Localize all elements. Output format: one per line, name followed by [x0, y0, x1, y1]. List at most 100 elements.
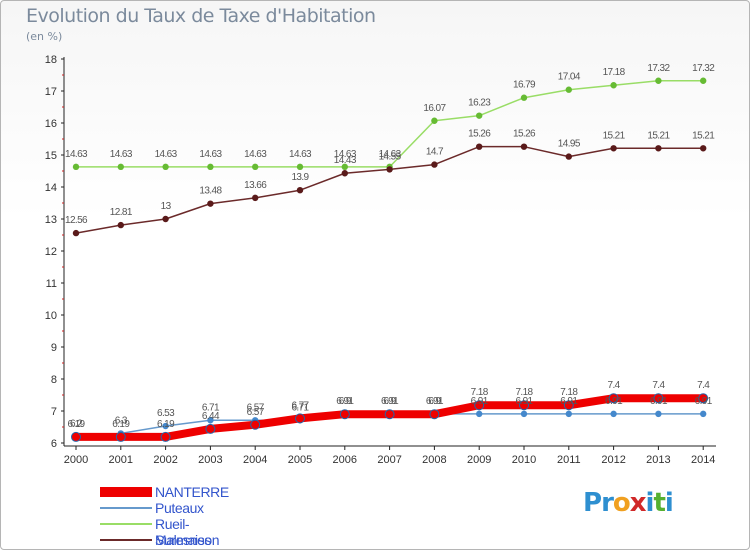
data-label-nanterre: 6.19 — [157, 419, 175, 430]
x-tick-label: 2003 — [198, 454, 222, 466]
data-point-rueil-malmaison — [520, 94, 528, 101]
data-label-suresnes: 14.7 — [426, 147, 444, 158]
data-label-nanterre: 6.77 — [291, 400, 309, 411]
data-label-puteaux: 6.91 — [605, 396, 623, 407]
data-label-rueil-malmaison: 16.07 — [423, 103, 446, 114]
data-point-nanterre — [160, 431, 171, 442]
data-label-suresnes: 15.21 — [603, 130, 626, 141]
data-label-suresnes: 15.26 — [513, 129, 536, 140]
legend-swatch — [100, 523, 152, 525]
data-point-rueil-malmaison — [655, 77, 662, 84]
data-point-puteaux — [207, 417, 214, 424]
data-label-rueil-malmaison: 14.63 — [244, 149, 267, 160]
data-point-rueil-malmaison — [72, 163, 80, 171]
data-label-suresnes: 12.81 — [110, 207, 133, 218]
data-point-nanterre — [339, 409, 350, 420]
legend-swatch — [100, 487, 152, 497]
data-point-suresnes — [296, 187, 304, 194]
data-point-rueil-malmaison — [476, 112, 483, 119]
y-tick-label: 7 — [51, 406, 57, 418]
x-tick-label: 2006 — [333, 454, 357, 466]
data-point-puteaux — [565, 410, 572, 418]
data-point-nanterre — [71, 431, 81, 442]
data-point-nanterre — [653, 393, 664, 404]
data-point-nanterre — [115, 431, 126, 442]
legend-label: NANTERRE — [155, 484, 229, 500]
data-label-rueil-malmaison: 14.63 — [379, 149, 402, 160]
data-point-rueil-malmaison — [700, 77, 707, 84]
data-point-nanterre — [250, 419, 261, 430]
y-tick-label: 18 — [45, 54, 57, 66]
data-point-puteaux — [610, 410, 617, 418]
data-label-suresnes: 15.21 — [692, 130, 715, 141]
data-label-nanterre: 6.9 — [384, 396, 397, 407]
y-tick-label: 8 — [51, 374, 57, 386]
data-point-suresnes — [700, 145, 707, 152]
data-point-puteaux — [700, 410, 707, 418]
data-label-puteaux: 6.57 — [247, 402, 265, 413]
y-tick-label: 9 — [51, 342, 57, 354]
data-point-puteaux — [162, 422, 169, 430]
data-label-rueil-malmaison: 17.32 — [647, 63, 670, 74]
data-label-nanterre: 6.9 — [428, 396, 441, 407]
data-label-suresnes: 14.55 — [379, 151, 402, 162]
data-point-rueil-malmaison — [252, 163, 259, 171]
data-label-puteaux: 6.91 — [560, 396, 578, 407]
data-point-rueil-malmaison — [207, 163, 214, 171]
data-point-suresnes — [117, 221, 125, 229]
data-point-rueil-malmaison — [117, 163, 125, 171]
data-label-puteaux: 6.2 — [70, 419, 83, 430]
data-label-rueil-malmaison: 17.18 — [603, 67, 626, 78]
data-label-rueil-malmaison: 14.63 — [334, 149, 357, 160]
x-tick-label: 2008 — [422, 454, 446, 466]
x-tick-label: 2001 — [109, 454, 133, 466]
proxiti-logo: Proxiti — [583, 488, 674, 518]
data-label-rueil-malmaison: 16.23 — [468, 98, 491, 109]
x-tick-label: 2014 — [691, 454, 715, 466]
data-label-suresnes: 13 — [161, 201, 172, 212]
data-point-nanterre — [295, 413, 305, 424]
chart-unit: (en %) — [26, 30, 63, 43]
data-point-suresnes — [520, 143, 528, 150]
data-label-rueil-malmaison: 17.32 — [692, 63, 715, 74]
data-point-rueil-malmaison — [610, 82, 617, 89]
x-tick-label: 2013 — [646, 454, 670, 466]
x-tick-label: 2005 — [288, 454, 312, 466]
data-label-nanterre: 7.18 — [471, 387, 489, 398]
data-point-nanterre — [384, 409, 395, 420]
data-point-nanterre — [563, 400, 574, 411]
line-chart: 6 7 8 9 10 11 12 13 14 15 16 17 18 2000 2001 2002 2003 20… — [45, 54, 716, 466]
data-label-puteaux: 6.71 — [291, 402, 309, 413]
data-point-suresnes — [341, 170, 348, 177]
data-label-nanterre: 6.19 — [67, 419, 85, 430]
data-point-suresnes — [72, 229, 80, 237]
data-label-suresnes: 15.26 — [468, 129, 491, 140]
data-label-puteaux: 6.91 — [336, 396, 354, 407]
data-label-nanterre: 6.57 — [247, 407, 265, 418]
data-label-puteaux: 6.91 — [426, 396, 444, 407]
data-label-nanterre: 7.4 — [608, 380, 621, 391]
data-point-suresnes — [476, 143, 483, 150]
data-label-suresnes: 12.56 — [65, 215, 88, 226]
data-label-rueil-malmaison: 16.79 — [513, 80, 536, 91]
data-label-suresnes: 13.66 — [244, 180, 267, 191]
y-tick-label: 16 — [45, 118, 57, 130]
data-label-rueil-malmaison: 14.63 — [110, 149, 133, 160]
data-point-rueil-malmaison — [162, 163, 169, 171]
data-point-suresnes — [252, 194, 259, 202]
data-label-nanterre: 7.18 — [560, 387, 578, 398]
data-point-nanterre — [474, 400, 485, 411]
data-label-puteaux: 6.3 — [115, 415, 128, 426]
y-tick-label: 11 — [46, 278, 57, 290]
data-point-suresnes — [207, 200, 214, 207]
data-point-nanterre — [429, 409, 440, 420]
x-tick-label: 2010 — [512, 454, 536, 466]
data-point-suresnes — [386, 166, 393, 173]
y-tick-label: 12 — [45, 246, 57, 258]
data-point-rueil-malmaison — [431, 117, 438, 124]
data-label-nanterre: 7.18 — [515, 387, 533, 398]
x-tick-label: 2012 — [601, 454, 625, 466]
data-point-nanterre — [698, 393, 709, 404]
data-label-rueil-malmaison: 14.63 — [199, 149, 222, 160]
